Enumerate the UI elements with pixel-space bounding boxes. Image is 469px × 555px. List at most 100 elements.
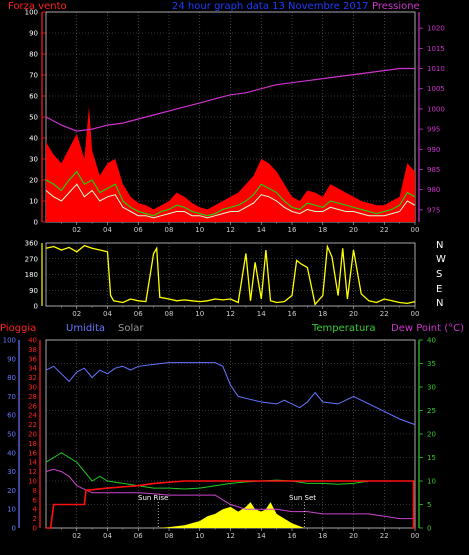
- rain-tick-label-18: 36: [28, 355, 37, 363]
- humidity-tick-label-6: 60: [7, 412, 16, 420]
- x-tick-label-1-1: 04: [103, 310, 112, 318]
- rain-tick-label-16: 32: [28, 374, 37, 382]
- rain-tick-label-10: 20: [28, 431, 37, 439]
- x-tick-label-0-7: 16: [288, 226, 297, 234]
- x-tick-label-0-2: 06: [134, 226, 143, 234]
- temperature-axis-label: Temperatura: [311, 323, 376, 334]
- direction-tick-label-2: 180: [25, 271, 38, 279]
- pressure-tick-label-8: 1015: [427, 45, 445, 53]
- humidity-tick-label-3: 30: [7, 468, 16, 476]
- x-tick-label-0-4: 10: [195, 226, 204, 234]
- rain-tick-label-11: 22: [28, 421, 37, 429]
- pressure-tick-label-1: 980: [427, 186, 440, 194]
- x-tick-label-0-6: 14: [257, 226, 266, 234]
- humidity-tick-label-2: 20: [7, 487, 16, 495]
- rain-tick-label-9: 18: [28, 440, 37, 448]
- pressure-tick-label-7: 1010: [427, 65, 445, 73]
- x-tick-label-0-8: 18: [318, 226, 327, 234]
- humidity-axis-label: Umidita: [66, 323, 105, 334]
- x-tick-label-1-6: 14: [257, 310, 266, 318]
- x-tick-label-0-5: 12: [226, 226, 235, 234]
- humidity-tick-label-4: 40: [7, 449, 16, 457]
- x-tick-label-1-7: 16: [288, 310, 297, 318]
- pressure-tick-label-9: 1020: [427, 25, 445, 33]
- series-rain: [46, 480, 415, 529]
- direction-label-n-bottom: N: [436, 298, 443, 309]
- humidity-tick-label-8: 80: [7, 374, 16, 382]
- wind-tick-label-3: 30: [29, 156, 38, 164]
- pressure-tick-label-2: 985: [427, 166, 440, 174]
- pressure-tick-label-0: 975: [427, 206, 440, 214]
- wind-tick-label-8: 80: [29, 51, 38, 59]
- wind-tick-label-5: 50: [29, 114, 38, 122]
- x-tick-label-2-10: 22: [380, 532, 389, 540]
- direction-label-w: W: [436, 254, 446, 265]
- x-tick-label-1-10: 22: [380, 310, 389, 318]
- rain-tick-label-14: 28: [28, 393, 37, 401]
- x-tick-label-0-1: 04: [103, 226, 112, 234]
- x-tick-label-2-1: 04: [103, 532, 112, 540]
- wind-tick-label-10: 100: [25, 9, 38, 17]
- wind-tick-label-6: 60: [29, 93, 38, 101]
- pressure-tick-label-5: 1000: [427, 105, 445, 113]
- rain-tick-label-13: 26: [28, 402, 37, 410]
- wind-axis-label: Forza vento: [8, 1, 67, 12]
- rain-tick-label-19: 38: [28, 346, 37, 354]
- wind-tick-label-4: 40: [29, 135, 38, 143]
- temperature-tick-label-4: 20: [427, 431, 436, 439]
- pressure-axis-label: Pressione: [372, 1, 420, 12]
- x-tick-label-2-11: 00: [411, 532, 420, 540]
- rain-tick-label-5: 10: [28, 478, 37, 486]
- x-tick-label-2-9: 20: [349, 532, 358, 540]
- humidity-tick-label-5: 50: [7, 431, 16, 439]
- temperature-tick-label-0: 0: [427, 525, 431, 533]
- direction-label-e: E: [436, 284, 442, 295]
- rain-axis-label: Pioggia: [0, 323, 36, 334]
- wind-tick-label-7: 70: [29, 72, 38, 80]
- temperature-tick-label-1: 5: [427, 501, 431, 509]
- wind-tick-label-1: 10: [29, 198, 38, 206]
- series-speed: [45, 170, 416, 217]
- rain-tick-label-1: 2: [33, 515, 37, 523]
- x-tick-label-2-2: 06: [134, 532, 143, 540]
- x-tick-label-2-7: 16: [288, 532, 297, 540]
- x-tick-label-1-8: 18: [318, 310, 327, 318]
- rain-tick-label-8: 16: [28, 449, 37, 457]
- x-tick-label-1-2: 06: [134, 310, 143, 318]
- x-tick-label-0-0: 02: [72, 226, 81, 234]
- series-pressure: [45, 67, 415, 132]
- x-tick-label-1-3: 08: [165, 310, 174, 318]
- humidity-tick-label-7: 70: [7, 393, 16, 401]
- rain-tick-label-0: 0: [33, 525, 37, 533]
- series-solar: [46, 502, 415, 528]
- x-tick-label-0-11: 00: [411, 226, 420, 234]
- direction-tick-label-1: 90: [29, 287, 38, 295]
- humidity-tick-label-0: 0: [12, 525, 16, 533]
- x-tick-label-2-4: 10: [195, 532, 204, 540]
- sunset-annotation: Sun Set: [289, 494, 316, 502]
- wind-tick-label-2: 20: [29, 177, 38, 185]
- pressure-tick-label-3: 990: [427, 146, 440, 154]
- rain-tick-label-3: 6: [33, 496, 38, 504]
- rain-tick-label-20: 40: [28, 337, 37, 345]
- wind-tick-label-9: 90: [29, 30, 38, 38]
- rain-tick-label-7: 14: [28, 459, 37, 467]
- temperature-tick-label-5: 25: [427, 407, 436, 415]
- series-gust: [46, 106, 415, 222]
- direction-label-s: S: [436, 269, 442, 280]
- x-tick-label-2-6: 14: [257, 532, 266, 540]
- direction-tick-label-3: 270: [25, 255, 38, 263]
- direction-tick-label-0: 0: [34, 303, 38, 311]
- x-tick-label-1-9: 20: [349, 310, 358, 318]
- x-tick-label-0-3: 08: [165, 226, 174, 234]
- x-tick-label-2-0: 02: [72, 532, 81, 540]
- direction-tick-label-4: 360: [25, 240, 38, 248]
- x-tick-label-2-3: 08: [165, 532, 174, 540]
- x-tick-label-1-4: 10: [195, 310, 204, 318]
- x-tick-label-2-5: 12: [226, 532, 235, 540]
- temperature-tick-label-2: 10: [427, 478, 436, 486]
- series-temperature: [45, 452, 415, 490]
- plot-frame-1: [45, 242, 416, 307]
- pressure-tick-label-4: 995: [427, 126, 440, 134]
